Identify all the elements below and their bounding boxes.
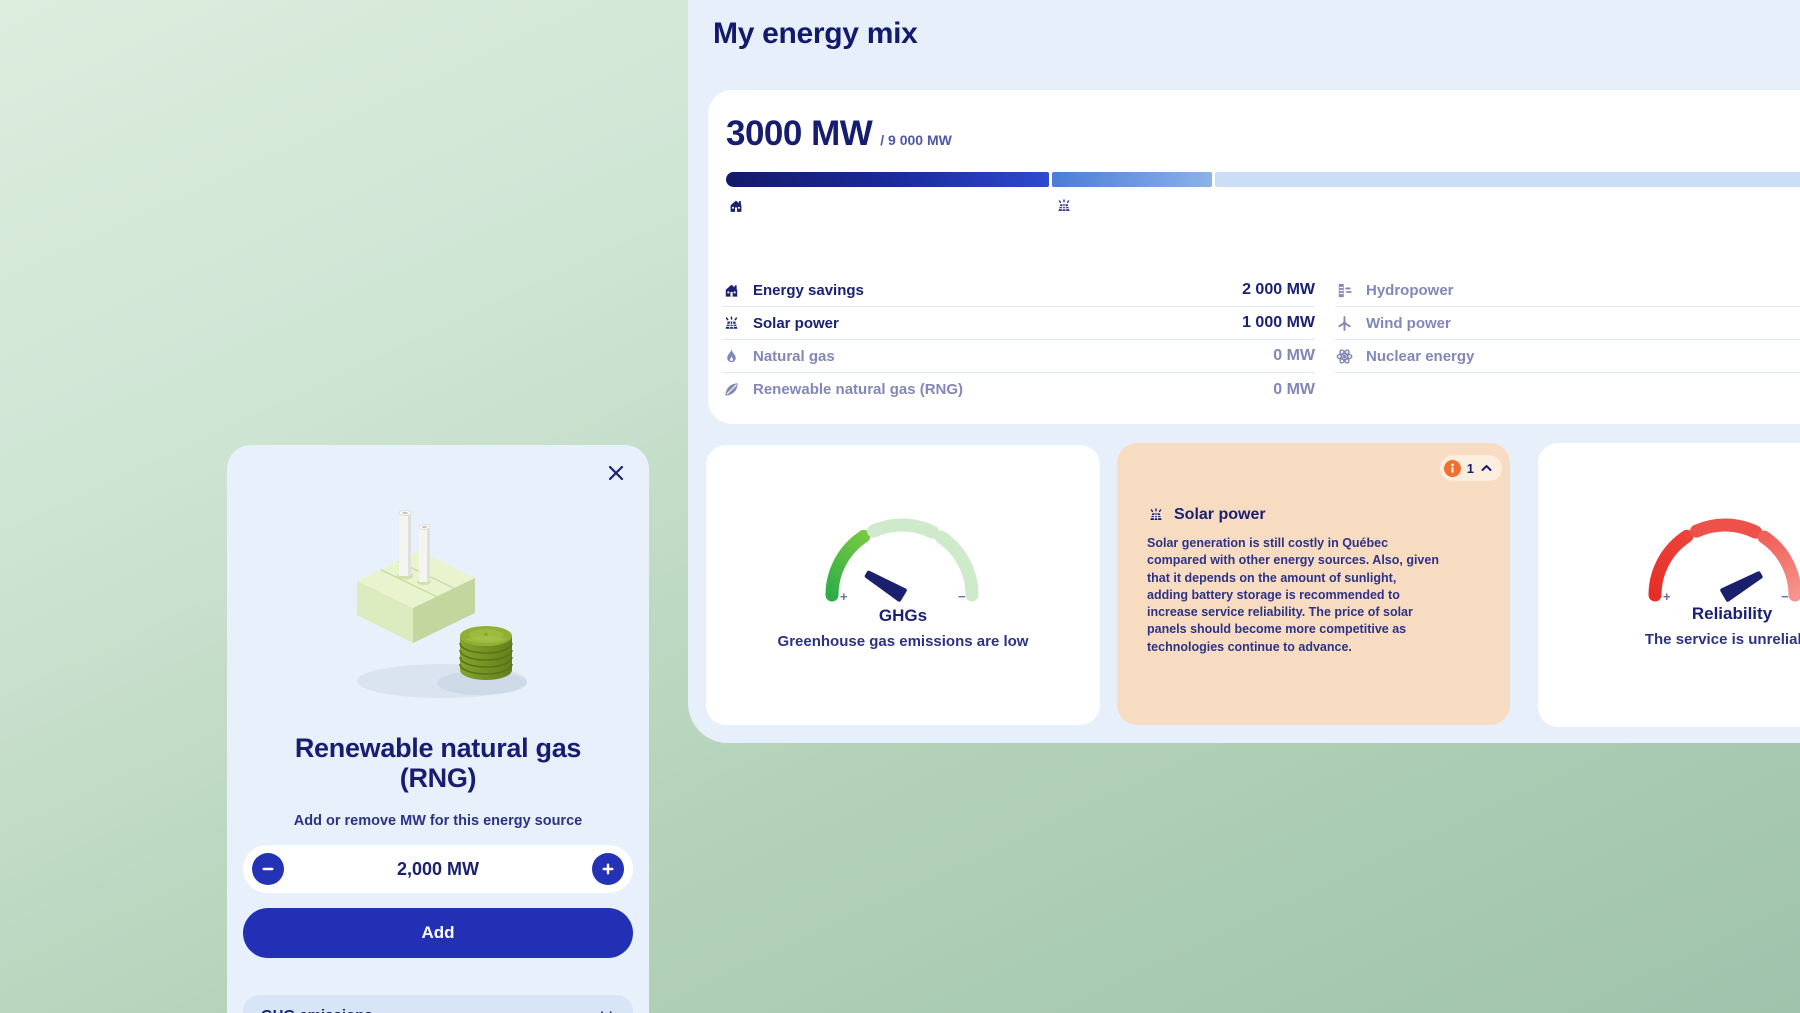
flame-icon [727, 348, 736, 362]
ghg-gauge-icon: + − [825, 518, 979, 604]
stepper-value: 2,000 MW [396, 858, 480, 879]
info-icon [1443, 459, 1461, 477]
source-label: Wind power [1366, 314, 1451, 332]
gauge-plus-label: + [840, 589, 848, 604]
ghg-gauge-card: + − GHGs Greenhouse gas emissions are lo… [706, 445, 1100, 725]
info-card-body: Solar generation is still costly in Québ… [1147, 536, 1439, 654]
badge-count: 1 [1466, 460, 1474, 476]
info-card-title: Solar power [1174, 506, 1266, 523]
wind-turbine-icon [1338, 315, 1351, 331]
source-list-left: Energy savings 2 000 MW Solar power 1 00… [722, 274, 1315, 406]
reliability-gauge-caption: The service is unreliable [1644, 631, 1800, 648]
reliability-gauge-icon: + − [1648, 518, 1800, 604]
reliability-gauge-title: Reliability [1691, 604, 1773, 623]
source-label: Nuclear energy [1366, 347, 1475, 365]
leaf-icon [724, 382, 739, 397]
gauge-plus-label: + [1663, 589, 1671, 604]
source-label: Renewable natural gas (RNG) [753, 381, 964, 398]
source-label: Hydropower [1366, 281, 1454, 299]
info-card-header: Solar power [1147, 506, 1266, 524]
source-row-hydropower[interactable]: Hydropower [1335, 274, 1800, 307]
current-mw: 3000 MW [726, 114, 873, 153]
gauge-minus-label: − [958, 589, 966, 604]
source-row-natural-gas[interactable]: Natural gas 0 MW [722, 340, 1315, 373]
close-button[interactable] [605, 462, 627, 484]
minus-icon [262, 867, 274, 871]
energy-mix-card: 3000 MW / 9 000 MW Energy savings 2 000 … [708, 90, 1800, 424]
chevron-up-icon [1481, 465, 1492, 471]
energy-source-list: Energy savings 2 000 MW Solar power 1 00… [722, 274, 1800, 406]
solar-panel-icon [724, 315, 739, 329]
ghg-gauge-needle [864, 570, 907, 602]
source-row-wind-power[interactable]: Wind power [1335, 307, 1800, 340]
reliability-gauge-needle [1720, 571, 1763, 602]
source-label: Energy savings [753, 281, 864, 299]
source-value: 1 000 MW [1242, 314, 1315, 331]
page-title: My energy mix [713, 17, 918, 50]
segment-energy-savings [726, 172, 1049, 187]
ghg-emissions-accordion[interactable]: GHG emissions ++ [243, 995, 633, 1013]
segment-solar-power [1052, 172, 1212, 187]
segment-remaining [1215, 172, 1800, 187]
house-icon [730, 200, 742, 212]
decrement-button[interactable] [252, 853, 284, 885]
rng-plant-illustration [357, 510, 527, 698]
rng-modal: Renewable natural gas (RNG) Add or remov… [227, 445, 649, 1013]
source-list-right: Hydropower Wind power Nuclear energy [1335, 274, 1800, 406]
source-value: 2 000 MW [1242, 281, 1315, 298]
accordion-label: GHG emissions [261, 1007, 373, 1013]
capacity-readout: 3000 MW / 9 000 MW [726, 114, 952, 154]
mw-stepper: 2,000 MW [243, 845, 633, 893]
increment-button[interactable] [592, 853, 624, 885]
source-value: 0 MW [1273, 380, 1315, 398]
accordion-rating: ++ [597, 1007, 615, 1013]
source-row-rng[interactable]: Renewable natural gas (RNG) 0 MW [722, 373, 1315, 406]
modal-title-line1: Renewable natural gas [294, 733, 582, 763]
atom-icon [1336, 347, 1353, 365]
source-value: 0 MW [1273, 347, 1315, 364]
plus-icon [602, 863, 614, 875]
add-button[interactable]: Add [243, 908, 633, 958]
capacity-progress-bar [726, 172, 1800, 187]
close-icon [608, 465, 624, 481]
modal-subtitle: Add or remove MW for this energy source [293, 813, 583, 829]
reliability-gauge-card: + − Reliability The service is unreliabl… [1538, 443, 1800, 727]
total-mw: / 9 000 MW [880, 132, 952, 148]
dam-icon [1337, 282, 1352, 298]
modal-title-line2: (RNG) [399, 763, 477, 794]
solar-panel-icon [1057, 199, 1071, 212]
gauge-minus-label: − [1781, 589, 1789, 604]
source-label: Solar power [753, 314, 839, 332]
ghg-gauge-title: GHGs [878, 606, 928, 625]
info-badge[interactable]: 1 [1439, 455, 1502, 481]
source-row-energy-savings[interactable]: Energy savings 2 000 MW [722, 274, 1315, 307]
solar-panel-icon [1149, 508, 1163, 521]
source-row-nuclear-energy[interactable]: Nuclear energy [1335, 340, 1800, 373]
source-row-solar-power[interactable]: Solar power 1 000 MW [722, 307, 1315, 340]
modal-title: Renewable natural gas (RNG) [227, 733, 649, 793]
source-label: Natural gas [753, 347, 835, 365]
ghg-gauge-caption: Greenhouse gas emissions are low [777, 633, 1029, 650]
solar-info-card: 1 Solar power Solar generation is still … [1117, 443, 1510, 725]
house-icon [725, 284, 738, 297]
